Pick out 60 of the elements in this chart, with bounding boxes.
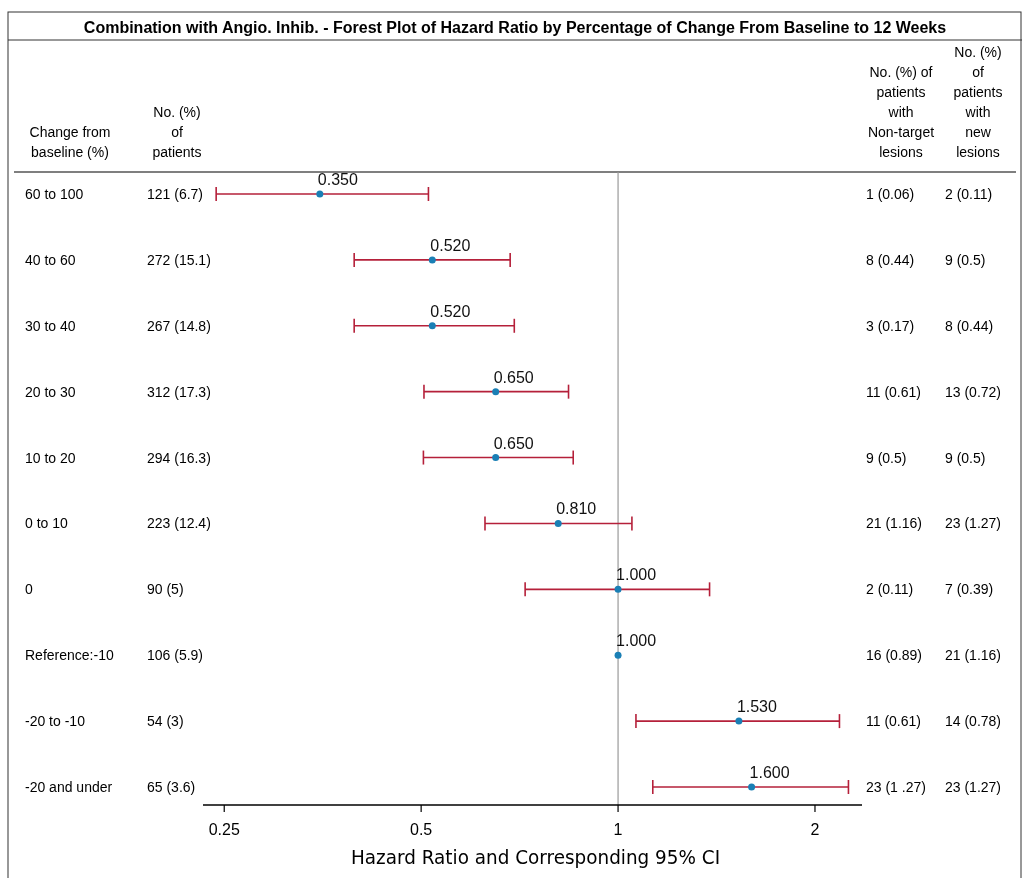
annotation: 294 (16.3): [147, 449, 211, 466]
chart-title: Combination with Angio. Inhib. - Forest Plot of Hazard Ratio by Percentage of Change From Baseline to 12 Weeks: [83, 19, 947, 36]
text: 2 (0.11): [866, 581, 914, 598]
x-axis-title: Hazard Ratio and Corresponding 95% CI: [350, 845, 721, 870]
text: No. (%) of patients with Non-target lesions: [867, 64, 935, 160]
data-label: 0.650: [493, 368, 534, 386]
text: 9 (0.5): [945, 251, 986, 268]
y-tick-label: Reference:-10: [25, 647, 114, 664]
y-tick-label: -20 to -10: [25, 713, 86, 730]
text: 11 (0.61): [866, 713, 921, 730]
y-tick-label: 0 to 10: [25, 515, 69, 532]
text: 65 (3.6): [147, 779, 196, 795]
annotation: 267 (14.8): [147, 317, 211, 334]
text: 11 (0.61): [866, 383, 921, 400]
text: 23 (1.27): [945, 779, 1002, 795]
y-tick-label: 30 to 40: [25, 317, 76, 334]
data-label: 0.810: [556, 500, 597, 518]
text: 14 (0.78): [945, 713, 1002, 730]
data-label: 0.520: [430, 302, 471, 320]
data-label: 0.520: [430, 236, 471, 254]
annotation: 106 (5.9): [147, 647, 204, 664]
x-tick-label: 1: [613, 821, 623, 838]
x-tick-label: 0.5: [410, 821, 433, 838]
text: 23 (1.27): [945, 515, 1002, 532]
y-tick-label: 10 to 20: [25, 449, 76, 466]
text: 7 (0.39): [945, 581, 994, 598]
text: 2 (0.11): [945, 186, 993, 202]
y-tick-label: 0: [25, 581, 33, 598]
text: 8 (0.44): [866, 251, 915, 268]
data-label: 1.000: [616, 566, 657, 584]
data-label: 0.350: [317, 171, 358, 188]
text: 21 (1.16): [866, 515, 923, 532]
y-tick-label: -20 and under: [25, 779, 113, 795]
text: 1 (0.06): [866, 186, 915, 202]
text: 9 (0.5): [945, 449, 986, 466]
data-label: 0.650: [493, 434, 534, 452]
text: 16 (0.89): [866, 647, 923, 664]
annotation: 223 (12.4): [147, 515, 211, 532]
text: 8 (0.44): [945, 317, 994, 334]
text: 90 (5): [147, 581, 184, 598]
text: 23 (1 .27): [866, 779, 926, 795]
y-tick-label: 40 to 60: [25, 251, 76, 268]
text: Change from baseline (%): [29, 124, 111, 160]
y-tick-label: 20 to 30: [25, 383, 76, 400]
text: 54 (3): [147, 713, 184, 730]
text: No. (%) of patients with new lesions: [953, 44, 1003, 160]
annotation: 272 (15.1): [147, 251, 211, 268]
text: 9 (0.5): [866, 449, 907, 466]
text: 13 (0.72): [945, 383, 1002, 400]
data-label: 1.530: [736, 698, 778, 716]
text: No. (%) of patients: [152, 104, 202, 160]
annotation: 121 (6.7): [147, 186, 204, 202]
data-label: 1.000: [616, 632, 657, 650]
y-tick-label: 60 to 100: [25, 186, 84, 202]
text: 3 (0.17): [866, 317, 915, 334]
annotation: 312 (17.3): [147, 383, 211, 400]
x-tick-label: 0.25: [208, 821, 240, 838]
x-tick-label: 2: [810, 821, 820, 838]
text: 21 (1.16): [945, 647, 1002, 664]
data-label: 1.600: [749, 764, 790, 781]
